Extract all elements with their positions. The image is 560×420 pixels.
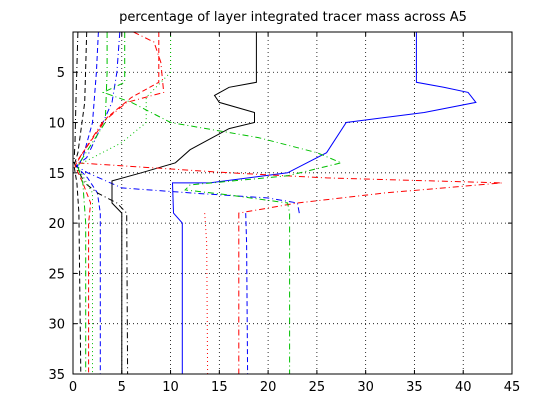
x-tick-label: 20 [260,380,277,395]
y-tick-label: 5 [57,66,65,81]
series-line-5 [111,32,257,374]
series-line-9 [74,32,160,374]
axis-ticks: 0 5 10 15 20 25 30 35 40 45 5 10 15 20 25 30 35 [48,32,520,395]
y-tick-label: 25 [48,267,65,282]
series-line-1 [171,32,477,374]
x-tick-label: 5 [118,380,126,395]
series-line-11 [101,32,343,374]
series-line-6 [73,31,129,375]
series-line-3 [76,31,101,374]
x-tick-label: 45 [504,380,521,395]
series-line-8 [74,31,503,374]
x-tick-label: 35 [406,380,423,395]
series-line-10 [204,213,209,375]
series-lines [73,31,503,375]
x-tick-label: 15 [211,380,228,395]
x-tick-label: 10 [162,380,179,395]
y-tick-label: 10 [48,117,65,132]
series-line-7 [73,31,88,375]
grid-lines [73,32,512,374]
chart-title: percentage of layer integrated tracer ma… [119,10,467,25]
y-tick-label: 20 [48,217,65,232]
series-line-4 [245,213,249,375]
x-tick-label: 0 [69,380,77,395]
axes-box [72,31,513,375]
x-tick-label: 30 [357,380,374,395]
series-line-13 [77,32,108,374]
x-tick-label: 40 [455,380,472,395]
y-tick-label: 35 [48,368,65,383]
y-tick-label: 15 [48,167,65,182]
x-tick-label: 25 [309,380,326,395]
series-line-2 [75,31,300,214]
y-tick-label: 30 [48,318,65,333]
series-line-12 [76,32,172,374]
